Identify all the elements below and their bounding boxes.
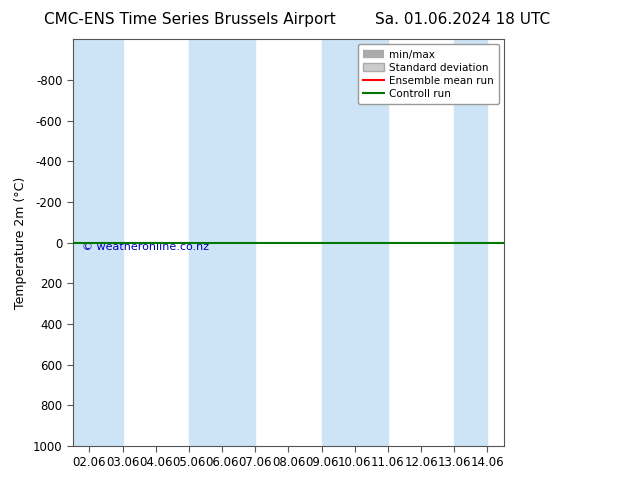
Bar: [455, 39, 488, 446]
Text: © weatheronline.co.nz: © weatheronline.co.nz: [82, 242, 209, 252]
Y-axis label: Temperature 2m (°C): Temperature 2m (°C): [15, 176, 27, 309]
Bar: [321, 39, 388, 446]
Bar: [189, 39, 256, 446]
Bar: [73, 39, 122, 446]
Text: CMC-ENS Time Series Brussels Airport: CMC-ENS Time Series Brussels Airport: [44, 12, 336, 27]
Legend: min/max, Standard deviation, Ensemble mean run, Controll run: min/max, Standard deviation, Ensemble me…: [358, 45, 499, 104]
Text: Sa. 01.06.2024 18 UTC: Sa. 01.06.2024 18 UTC: [375, 12, 550, 27]
